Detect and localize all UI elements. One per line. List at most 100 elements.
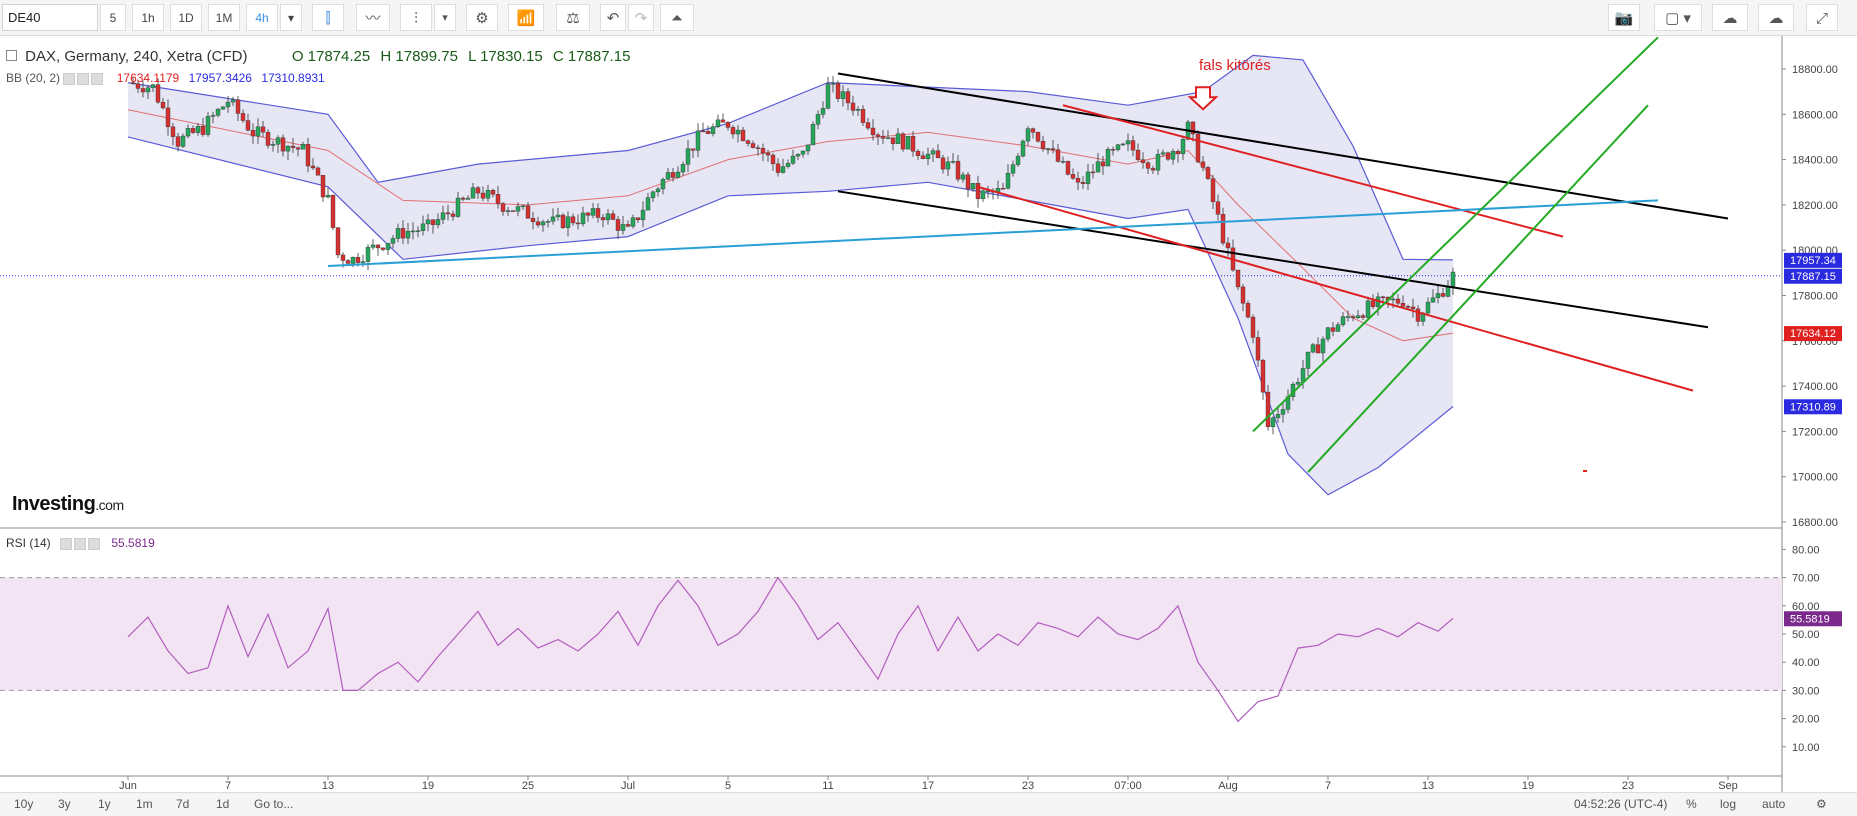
candle [655, 188, 661, 193]
percent-toggle[interactable]: % [1686, 797, 1697, 811]
candle [790, 155, 796, 164]
price-chart[interactable]: fals kitörés16800.0017000.0017200.001740… [0, 0, 1857, 792]
log-toggle[interactable]: log [1720, 797, 1737, 811]
bb-lower-value: 17310.8931 [261, 71, 325, 85]
candle [860, 109, 866, 123]
go-to-button[interactable]: Go to... [254, 797, 294, 811]
candle [240, 113, 246, 121]
time-axis-label: 25 [522, 780, 534, 792]
redo-icon[interactable]: ↷ [628, 4, 654, 31]
candle [465, 197, 471, 200]
settings-icon[interactable] [60, 537, 73, 550]
close-icon[interactable] [91, 72, 104, 85]
candle [1055, 149, 1061, 162]
visibility-icon[interactable] [74, 537, 87, 550]
candle [1235, 269, 1241, 288]
candle [370, 244, 376, 248]
timeframe-1d[interactable]: 1D [170, 4, 202, 31]
camera-icon[interactable]: 📷 [1608, 4, 1640, 31]
candle [1400, 303, 1406, 307]
range-10y[interactable]: 10y [14, 797, 34, 811]
range-1d[interactable]: 1d [216, 797, 230, 811]
candle [825, 83, 831, 109]
time-axis-label: 07:00 [1114, 780, 1142, 792]
rsi-legend: RSI (14) 55.5819 [6, 536, 155, 550]
price-badge [1784, 326, 1842, 342]
candle [220, 106, 226, 110]
line-chart-icon[interactable]: 〰 [356, 4, 390, 31]
candle [1065, 161, 1071, 175]
down-arrow-icon [1187, 86, 1219, 111]
candle [290, 145, 296, 148]
gear-icon[interactable]: ⚙ [466, 4, 498, 31]
candle [270, 143, 276, 146]
candle [570, 216, 576, 224]
candle [915, 151, 921, 156]
range-7d[interactable]: 7d [176, 797, 190, 811]
candle [525, 205, 531, 219]
candle [1125, 140, 1131, 145]
timeframe-1h[interactable]: 1h [132, 4, 164, 31]
indicators-icon[interactable]: 📶 [508, 4, 544, 31]
visibility-icon[interactable] [77, 72, 90, 85]
color-box-icon[interactable]: ▢ ▾ [1654, 4, 1702, 31]
bar-chart-icon[interactable]: ⫶ [400, 4, 432, 31]
candle [620, 224, 626, 231]
candle [1440, 293, 1446, 297]
symbol-input[interactable]: DE40 [2, 4, 98, 31]
candle [980, 190, 986, 199]
candlestick-icon[interactable]: ⫿ [312, 4, 344, 31]
candle [255, 126, 261, 137]
price-axis-label: 18400.00 [1792, 155, 1838, 167]
cloud-download-icon[interactable]: ☁ [1712, 4, 1748, 31]
candle [530, 218, 536, 222]
candle [830, 83, 836, 85]
settings-icon[interactable] [63, 72, 76, 85]
candle [800, 150, 806, 155]
time-axis-label: 11 [822, 780, 833, 792]
range-1y[interactable]: 1y [98, 797, 111, 811]
auto-toggle[interactable]: auto [1762, 797, 1786, 811]
timeframe-4h[interactable]: 4h [246, 4, 278, 31]
candle [1435, 293, 1441, 298]
candle [705, 131, 711, 134]
candle [695, 130, 701, 151]
bb-label: BB (20, 2) [6, 71, 61, 85]
gear-icon[interactable]: ⚙ [1816, 797, 1827, 811]
candle [760, 148, 766, 154]
candle [1415, 308, 1421, 322]
alert-icon[interactable]: ⏶ [660, 4, 694, 31]
fullscreen-icon[interactable]: ⤢ [1806, 4, 1838, 31]
candle [1280, 409, 1286, 415]
timeframe-5[interactable]: 5 [100, 4, 126, 31]
candle [510, 210, 516, 212]
candle [190, 128, 196, 133]
candle [590, 208, 596, 216]
candle [775, 163, 781, 173]
candle [345, 260, 351, 264]
cloud-upload-icon[interactable]: ☁ [1758, 4, 1794, 31]
timeframe-1m[interactable]: 1M [208, 4, 240, 31]
candle [1070, 174, 1076, 179]
collapse-icon[interactable] [6, 50, 17, 61]
ohlc-legend: DAX, Germany, 240, Xetra (CFD) O 17874.2… [6, 48, 630, 65]
range-1m[interactable]: 1m [136, 797, 153, 811]
candle [720, 119, 726, 123]
timeframe-dropdown[interactable]: ▾ [280, 4, 302, 31]
undo-icon[interactable]: ↶ [600, 4, 626, 31]
candle [1010, 164, 1016, 174]
candle [700, 130, 706, 133]
candle [660, 179, 666, 190]
rsi-axis-label: 80.00 [1792, 544, 1820, 556]
candle [430, 219, 436, 226]
top-toolbar: DE40 5 1h 1D 1M 4h ▾ ⫿ 〰 ⫶ ▾ ⚙ 📶 ⚖ ↶ ↷ ⏶… [0, 0, 1857, 36]
range-3y[interactable]: 3y [58, 797, 71, 811]
candle [140, 88, 146, 93]
bb-legend: BB (20, 2) 17634.1179 17957.3426 17310.8… [6, 71, 325, 85]
compare-icon[interactable]: ⚖ [556, 4, 590, 31]
chart-type-chevron-down-icon[interactable]: ▾ [434, 4, 456, 31]
candle [1200, 161, 1206, 168]
candle [1060, 161, 1066, 163]
close-icon[interactable] [88, 537, 101, 550]
trendline-6 [1307, 104, 1649, 473]
